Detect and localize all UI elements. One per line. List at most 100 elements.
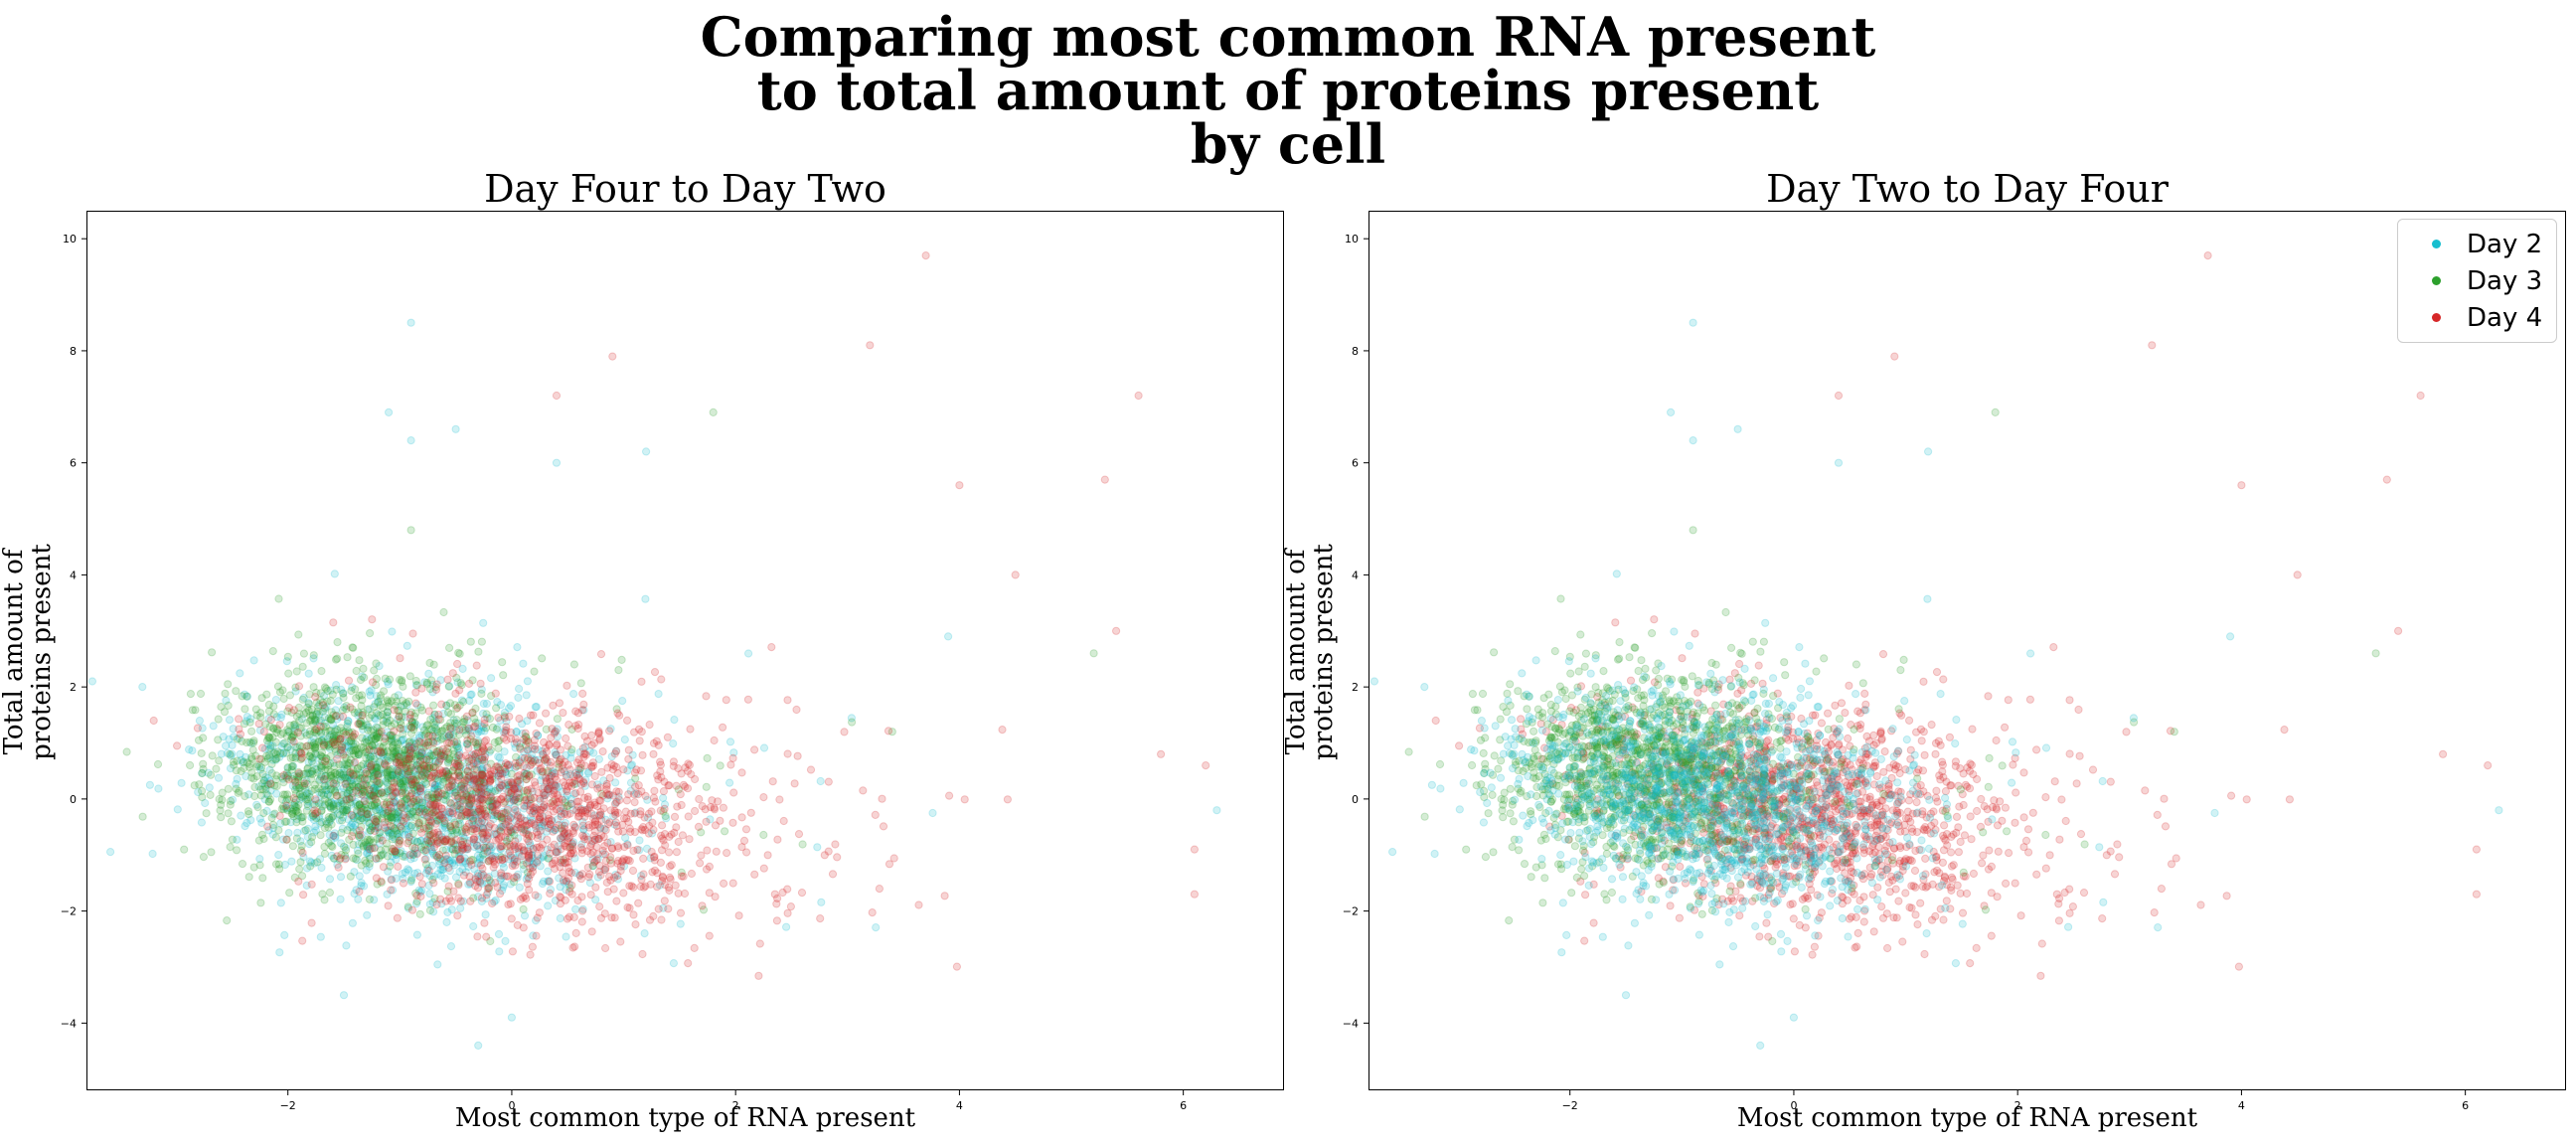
data-point [374,697,384,706]
data-point [268,755,277,764]
data-point [565,765,574,774]
data-point [402,641,411,650]
data-point [308,711,317,720]
data-point [515,714,524,724]
data-point [266,715,275,725]
data-point [447,814,456,823]
data-point [319,740,328,749]
data-point [529,806,538,815]
data-point [500,779,509,788]
data-point [420,778,429,787]
data-point [636,882,645,892]
data-point [595,902,604,911]
data-point [358,830,367,840]
data-point [527,816,537,825]
data-point [623,902,632,912]
y-tick-label: 0 [70,793,77,806]
data-point [399,725,407,734]
data-point [373,730,382,739]
data-point [483,763,492,772]
data-point [412,849,421,859]
data-point [424,707,433,716]
data-point [793,751,802,760]
data-point [478,830,488,839]
data-point [511,842,520,852]
data-point [440,859,449,868]
data-point [340,737,349,746]
data-point [442,701,451,710]
data-point [436,727,446,736]
data-point [473,869,483,878]
data-point [1844,734,1852,743]
data-point [444,731,453,739]
data-point [538,880,547,889]
data-point [482,699,491,709]
data-point [407,905,417,914]
data-point [410,846,419,855]
data-point [393,913,402,922]
data-point [576,787,585,796]
data-point [759,793,768,802]
data-point [578,906,587,915]
data-point [871,810,880,820]
data-point [307,880,316,889]
data-point [385,408,394,416]
data-point [353,815,362,824]
data-point [494,752,503,761]
data-point [486,841,495,850]
data-point [630,798,639,807]
data-point [419,824,428,833]
data-point [593,834,602,843]
data-point [515,684,524,694]
data-point [383,852,393,861]
data-point [333,791,342,800]
data-point [702,782,711,791]
y-tick-label: −4 [61,1017,77,1030]
data-point [325,744,334,753]
data-point [363,759,372,768]
data-point [409,850,418,859]
data-point [2032,745,2041,754]
data-point [441,855,450,864]
data-point [434,802,443,811]
data-point [214,736,223,744]
data-point [237,766,245,776]
data-point [521,729,530,737]
data-point [322,786,331,795]
data-point [494,766,503,775]
data-point [310,784,319,794]
data-point [412,930,421,939]
data-point [543,802,552,812]
data-point [500,854,509,863]
data-point [359,781,368,790]
data-point [578,689,587,698]
data-point [276,713,285,723]
data-point [457,829,466,838]
data-point [342,795,351,804]
data-point [2074,705,2083,715]
data-point [480,715,489,725]
data-point [390,706,399,715]
data-point [275,948,284,957]
data-point [532,729,541,738]
data-point [495,753,504,762]
data-point [540,783,549,792]
data-point [1978,859,1987,868]
data-point [625,857,634,866]
data-point [614,827,623,836]
data-point [669,959,679,968]
data-point [656,767,665,776]
data-point [580,807,590,816]
data-point [388,852,397,861]
data-point [291,687,300,696]
data-point [955,481,964,490]
data-point [343,761,352,770]
data-point [635,736,644,745]
data-point [670,715,679,725]
data-point [705,889,714,898]
data-point [460,785,469,794]
data-point [540,790,549,800]
data-point [610,749,619,758]
figure-title: Comparing most common RNA present to tot… [0,10,2576,171]
data-point [299,710,308,719]
